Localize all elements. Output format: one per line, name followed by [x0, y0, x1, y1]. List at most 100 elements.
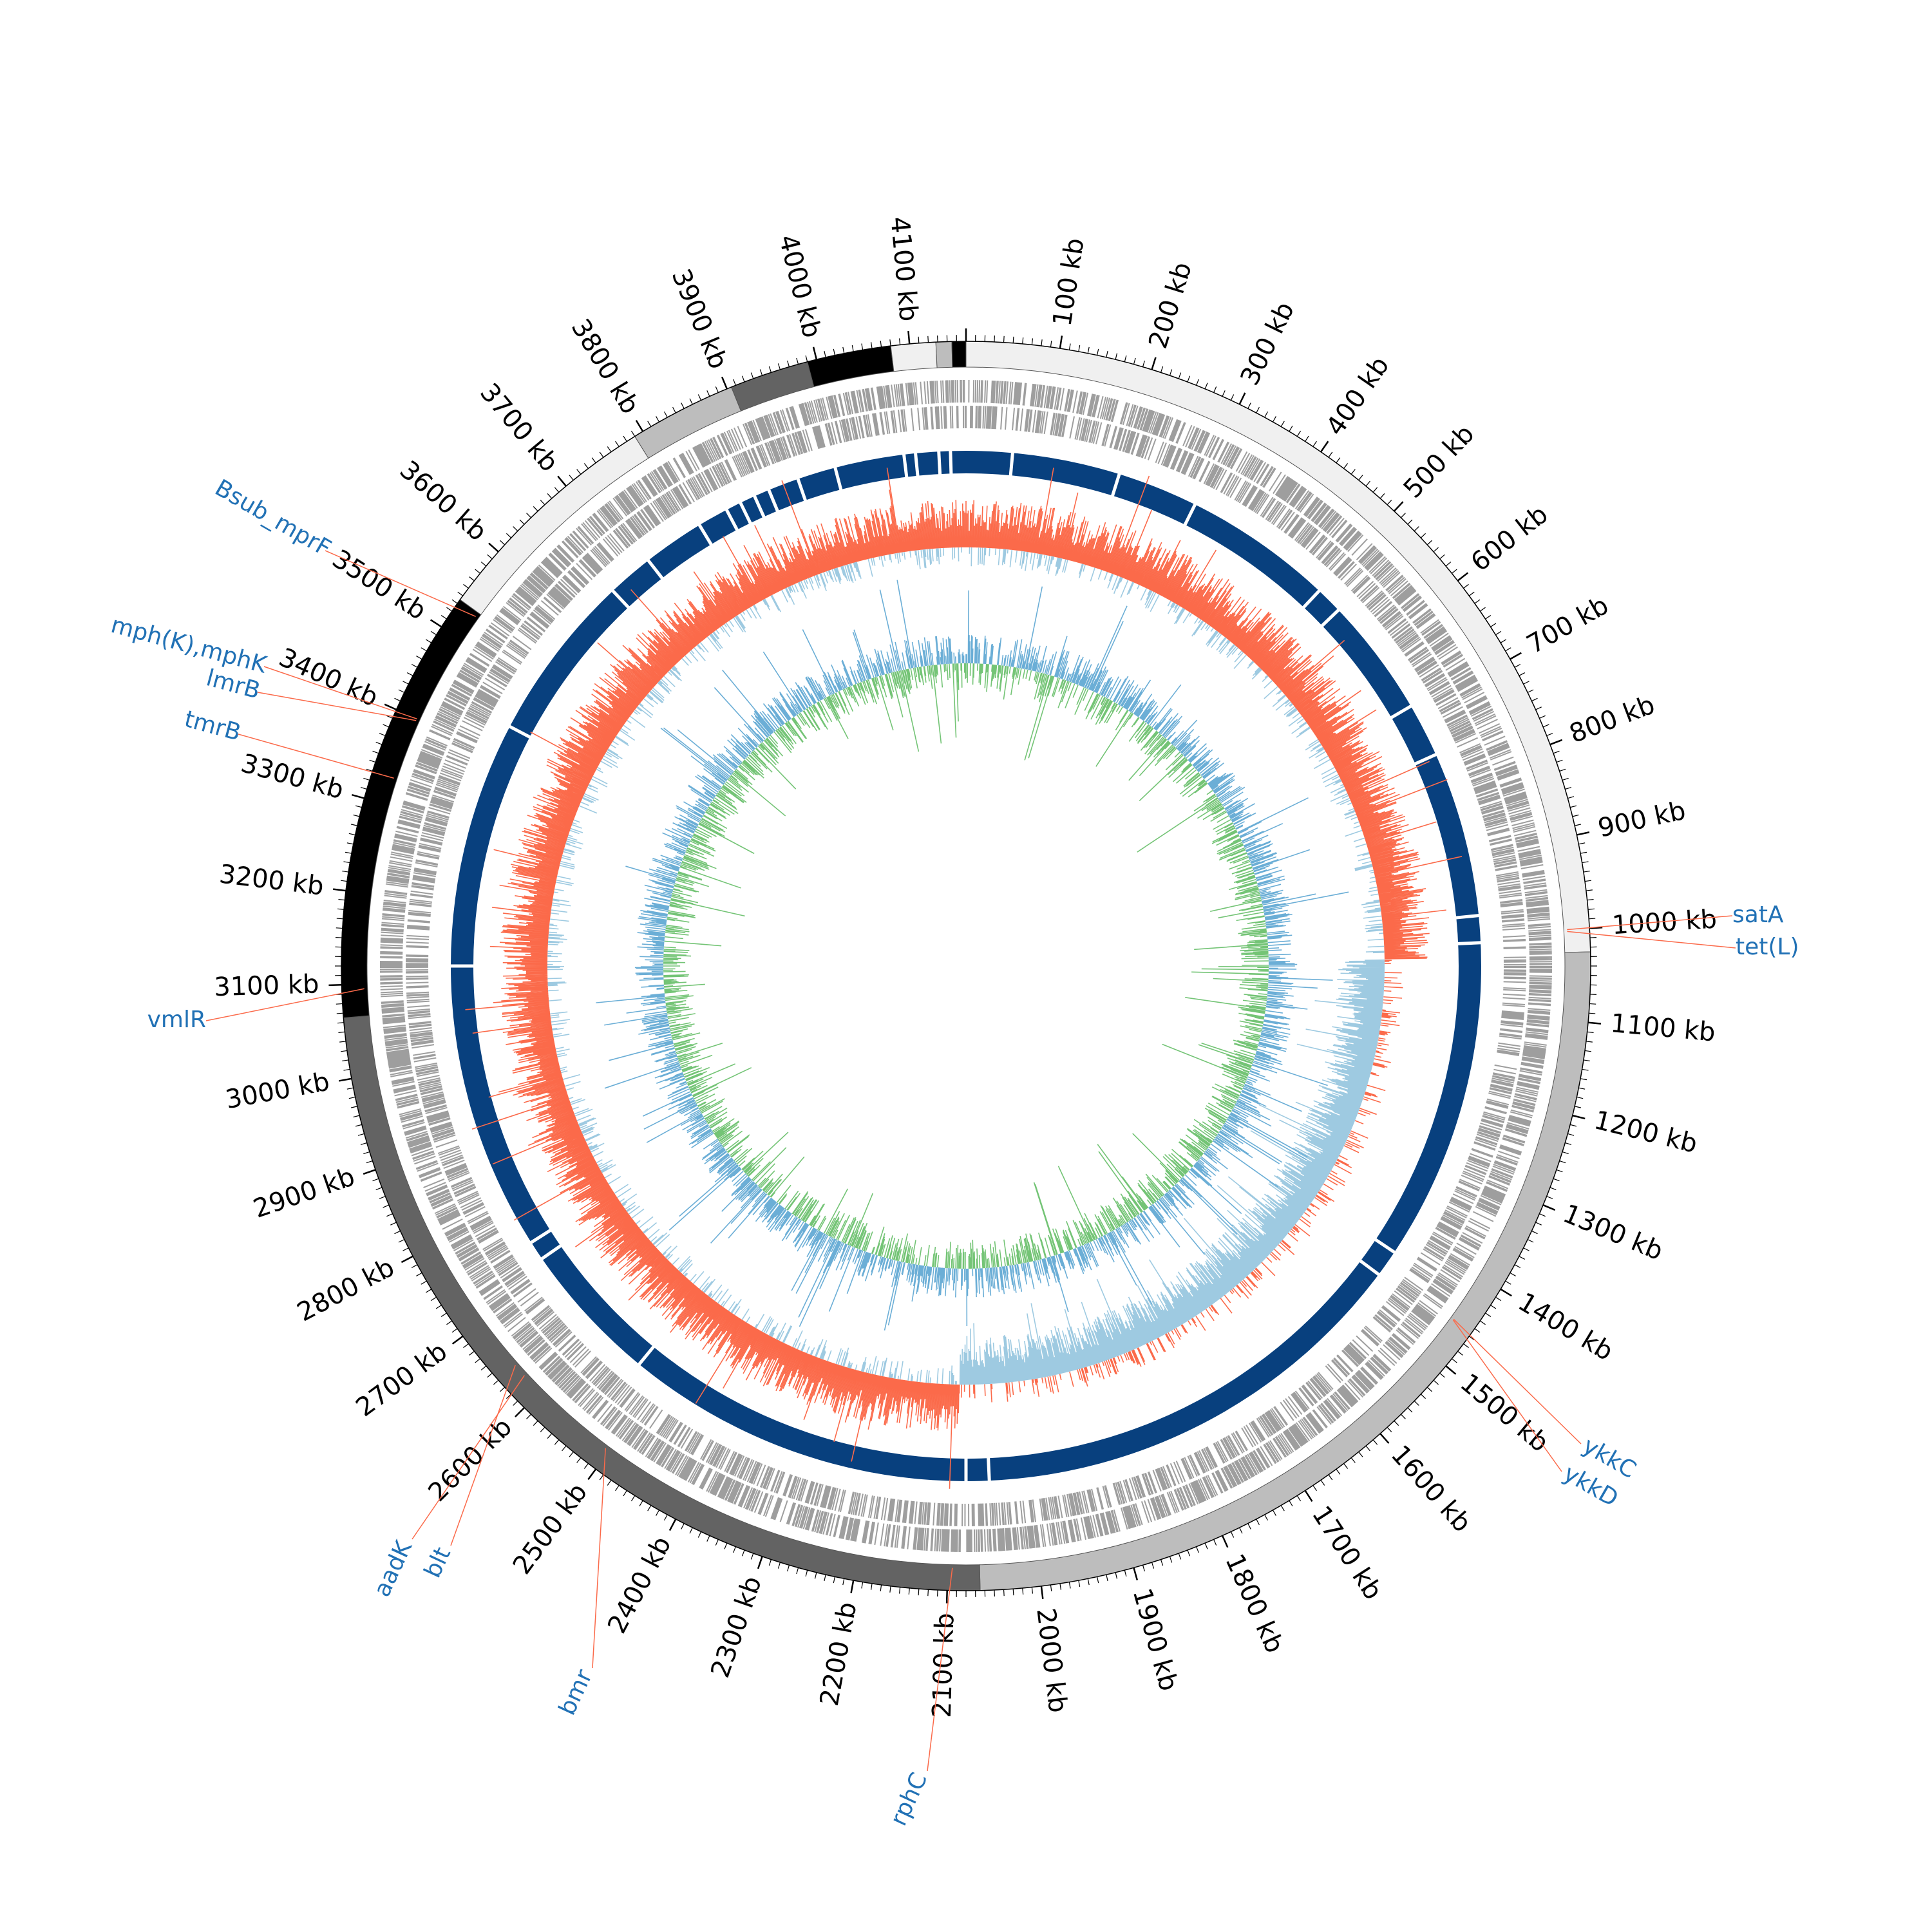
minor-tick: [630, 1495, 636, 1502]
minor-tick: [416, 656, 422, 660]
minor-tick: [1328, 1474, 1333, 1481]
major-tick: [352, 793, 365, 799]
minor-tick: [1505, 1280, 1511, 1285]
minor-tick: [1312, 440, 1317, 447]
major-tick: [384, 703, 397, 711]
minor-tick: [1407, 1407, 1413, 1413]
coverage-gap: [1009, 451, 1015, 478]
forward-strand-genes: [379, 380, 1553, 1553]
minor-tick: [369, 759, 376, 763]
gene-label: Bsub_mprF: [211, 475, 336, 562]
gene-label: tmrB: [182, 706, 243, 746]
minor-tick: [1565, 787, 1572, 790]
minor-tick: [1365, 1445, 1370, 1452]
minor-tick: [430, 630, 437, 636]
tick-label: 3500 kb: [327, 544, 431, 626]
minor-tick: [1567, 1133, 1575, 1136]
tick-label: 2000 kb: [1030, 1607, 1072, 1714]
minor-tick: [1584, 1050, 1592, 1052]
minor-tick: [1068, 1582, 1071, 1589]
minor-tick: [440, 1312, 447, 1317]
minor-tick: [1178, 372, 1182, 379]
minor-tick: [1439, 554, 1445, 560]
minor-tick: [1468, 591, 1475, 596]
major-tick: [1542, 1204, 1556, 1211]
major-tick: [757, 1556, 763, 1569]
minor-tick: [1575, 824, 1582, 826]
coverage-gap: [636, 1344, 656, 1367]
major-tick: [1510, 652, 1522, 660]
minor-tick: [342, 870, 349, 873]
gene-leader-line: [450, 1365, 516, 1546]
minor-tick: [451, 599, 458, 604]
minor-tick: [386, 715, 393, 719]
major-tick: [635, 420, 644, 432]
gene-leader-line: [1567, 915, 1733, 931]
minor-tick: [1133, 357, 1136, 365]
minor-tick: [1096, 1577, 1099, 1584]
minor-tick: [366, 1160, 373, 1164]
minor-tick: [357, 1133, 365, 1136]
minor-tick: [1296, 430, 1302, 437]
minor-tick: [1350, 1457, 1356, 1463]
minor-tick: [1087, 346, 1090, 354]
coverage-gap: [795, 477, 808, 503]
minor-tick: [1562, 1151, 1569, 1155]
minor-tick: [411, 1264, 418, 1269]
minor-tick: [533, 506, 538, 512]
minor-tick: [576, 1457, 582, 1463]
minor-tick: [406, 672, 413, 676]
minor-tick: [623, 1490, 627, 1497]
minor-tick: [741, 375, 745, 383]
minor-tick: [615, 1485, 620, 1492]
minor-tick: [656, 1510, 660, 1516]
minor-tick: [487, 554, 493, 560]
minor-tick: [363, 1151, 370, 1155]
minor-tick: [1358, 1452, 1363, 1457]
minor-tick: [398, 1239, 405, 1243]
major-tick: [1587, 1021, 1602, 1025]
minor-tick: [681, 402, 685, 409]
minor-tick: [353, 1115, 360, 1118]
gene-leader-line: [927, 1567, 953, 1772]
reverse-strand-genes: [405, 405, 1527, 1527]
minor-tick: [1559, 768, 1566, 772]
tick-label: 900 kb: [1595, 796, 1688, 844]
minor-tick: [1336, 1468, 1341, 1475]
minor-tick: [1401, 1414, 1406, 1419]
minor-tick: [1546, 1196, 1553, 1199]
minor-tick: [1523, 681, 1530, 685]
tick-label: 100 kb: [1048, 236, 1090, 328]
minor-tick: [1328, 451, 1333, 458]
minor-tick: [1096, 348, 1099, 355]
major-tick: [1500, 1288, 1512, 1297]
minor-tick: [706, 1535, 710, 1542]
minor-tick: [656, 416, 660, 422]
minor-tick: [715, 386, 719, 393]
minor-tick: [1068, 343, 1071, 350]
minor-tick: [1474, 1328, 1481, 1333]
coverage-gap: [738, 500, 753, 526]
minor-tick: [1151, 1562, 1155, 1569]
minor-tick: [1115, 353, 1118, 360]
minor-tick: [375, 1187, 383, 1191]
minor-tick: [526, 513, 531, 518]
tick-label: 2200 kb: [815, 1600, 863, 1709]
minor-tick: [366, 768, 373, 772]
tick-label: 4100 kb: [884, 215, 923, 323]
minor-tick: [639, 1500, 643, 1506]
minor-tick: [1272, 416, 1276, 422]
minor-tick: [1519, 1256, 1526, 1260]
minor-tick: [787, 360, 790, 367]
minor-tick: [426, 1289, 432, 1293]
minor-tick: [599, 451, 604, 458]
minor-tick: [569, 475, 574, 480]
minor-tick: [663, 1514, 668, 1521]
minor-tick: [733, 1546, 736, 1553]
gc-content-positive: [663, 663, 1269, 1269]
minor-tick: [1542, 724, 1549, 728]
minor-tick: [1577, 1096, 1584, 1099]
major-tick: [488, 542, 499, 553]
minor-tick: [346, 842, 354, 845]
tick-label: 1800 kb: [1219, 1549, 1289, 1658]
